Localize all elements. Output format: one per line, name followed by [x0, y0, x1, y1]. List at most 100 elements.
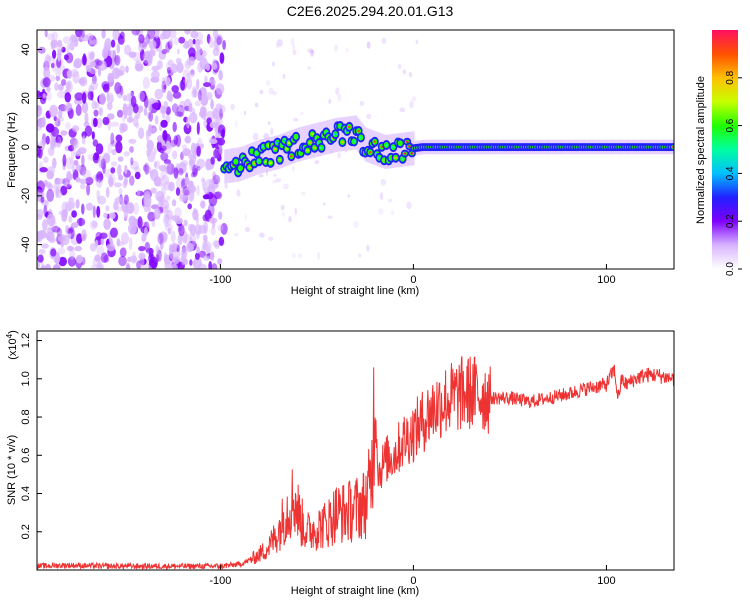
- noise-blob: [184, 30, 191, 35]
- noise-blob: [92, 74, 97, 85]
- noise-blob: [85, 176, 94, 186]
- noise-blob: [212, 191, 221, 199]
- noise-blob: [139, 48, 145, 61]
- noise-blob: [44, 263, 52, 269]
- faint-blob: [367, 41, 371, 49]
- noise-blob: [37, 144, 42, 157]
- noise-blob: [37, 123, 43, 131]
- noise-blob: [128, 51, 137, 58]
- snr-series-line: [37, 356, 674, 570]
- faint-blob: [327, 215, 333, 219]
- noise-blob: [93, 109, 99, 117]
- track-halo: [367, 128, 370, 163]
- track-halo: [293, 129, 296, 164]
- noise-blob: [88, 39, 93, 46]
- noise-blob: [212, 240, 221, 247]
- track-halo: [388, 134, 391, 169]
- noise-blob: [143, 95, 149, 109]
- faint-blob: [409, 100, 414, 109]
- spectrogram-marks: [37, 30, 674, 269]
- noise-blob: [51, 226, 61, 233]
- track-halo: [350, 116, 353, 151]
- noise-blob: [180, 160, 189, 167]
- faint-blob: [359, 101, 364, 107]
- noise-blob: [178, 168, 184, 176]
- noise-blob: [76, 217, 86, 227]
- noise-blob: [215, 132, 222, 138]
- noise-blob: [137, 189, 141, 197]
- noise-blob: [112, 30, 120, 41]
- noise-blob: [87, 91, 94, 101]
- noise-blob: [146, 111, 152, 119]
- noise-blob: [57, 110, 63, 119]
- noise-blob: [148, 100, 152, 113]
- noise-blob: [40, 139, 45, 151]
- noise-blob: [111, 148, 117, 156]
- snr-y-multiplier: (x104): [5, 330, 19, 360]
- noise-blob: [86, 33, 94, 40]
- faint-blob: [258, 174, 264, 178]
- track-core: [341, 141, 344, 144]
- noise-blob: [55, 75, 61, 82]
- noise-blob: [210, 98, 214, 110]
- snr-y-multiplier-close: ): [7, 330, 19, 334]
- track-halo: [278, 134, 281, 169]
- noise-blob: [217, 137, 226, 146]
- faint-blob: [381, 37, 387, 45]
- track-halo: [281, 133, 283, 168]
- noise-blob: [45, 53, 51, 64]
- noise-blob: [57, 39, 63, 48]
- faint-blob: [358, 253, 362, 258]
- noise-blob: [163, 163, 172, 175]
- noise-blob: [183, 219, 188, 227]
- noise-blob: [108, 176, 114, 188]
- noise-blob: [156, 249, 162, 262]
- faint-blob: [280, 204, 285, 211]
- track-core: [378, 156, 381, 159]
- noise-blob: [143, 194, 152, 208]
- noise-blob: [181, 177, 186, 186]
- noise-blob: [222, 40, 227, 50]
- noise-blob: [161, 77, 166, 84]
- noise-blob: [138, 34, 145, 44]
- noise-blob: [103, 218, 111, 231]
- noise-blob: [196, 158, 206, 169]
- noise-blob: [57, 233, 67, 243]
- faint-blob: [307, 66, 312, 70]
- noise-blob: [70, 222, 79, 229]
- track-halo: [264, 138, 267, 173]
- snr-y-ticks: 0.2 0.4 0.6 0.8 1.0 1.2: [20, 333, 42, 539]
- figure-title: C2E6.2025.294.20.01.G13: [287, 3, 454, 19]
- track-halo: [296, 128, 298, 163]
- snr-x-ticks: -100 0 100: [209, 565, 616, 587]
- noise-blob: [37, 104, 43, 117]
- noise-blob: [212, 174, 221, 185]
- noise-blob: [148, 40, 157, 50]
- noise-blob: [41, 116, 46, 128]
- noise-blob: [96, 117, 103, 129]
- y-tick-label: 0.4: [20, 486, 32, 501]
- noise-blob: [91, 100, 97, 110]
- faint-blob: [336, 152, 342, 159]
- noise-blob: [186, 116, 190, 129]
- noise-blob: [130, 95, 137, 108]
- noise-blob: [138, 252, 146, 260]
- noise-blob: [160, 145, 167, 151]
- track-halo: [298, 127, 300, 162]
- faint-blob: [267, 121, 271, 125]
- noise-blob: [92, 257, 100, 267]
- noise-blob: [206, 110, 215, 120]
- noise-blob: [220, 223, 228, 235]
- noise-blob: [107, 72, 115, 83]
- track-halo: [384, 134, 386, 169]
- noise-blob: [184, 40, 189, 49]
- noise-blob: [199, 111, 204, 117]
- faint-blob: [408, 72, 413, 78]
- track-core: [262, 145, 265, 148]
- faint-blob: [259, 89, 264, 95]
- noise-blob: [197, 89, 202, 102]
- noise-blob: [125, 263, 131, 269]
- noise-blob: [114, 69, 124, 77]
- noise-blob: [202, 194, 210, 200]
